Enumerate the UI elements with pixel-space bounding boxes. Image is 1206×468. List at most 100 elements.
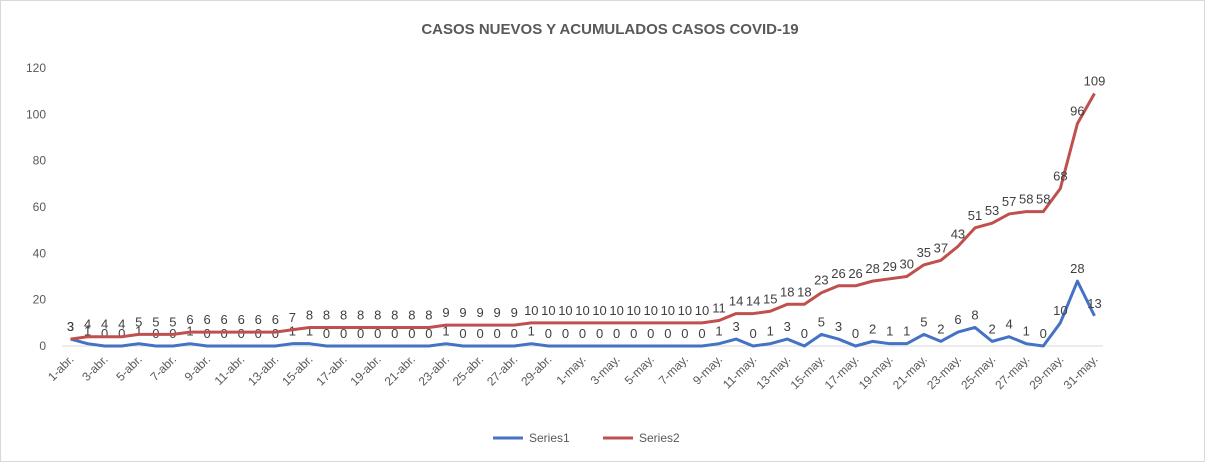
data-label: 29	[882, 259, 896, 274]
data-label: 9	[511, 305, 518, 320]
data-label: 30	[900, 257, 914, 272]
data-label: 14	[729, 294, 743, 309]
data-label: 8	[323, 307, 330, 322]
y-tick-label: 100	[26, 107, 46, 121]
data-label: 1	[442, 324, 449, 339]
data-label: 18	[780, 284, 794, 299]
data-label: 10	[661, 303, 675, 318]
data-label: 58	[1019, 192, 1033, 207]
data-label: 0	[579, 326, 586, 341]
data-label: 8	[340, 307, 347, 322]
data-label: 8	[357, 307, 364, 322]
data-label: 8	[374, 307, 381, 322]
data-label: 5	[135, 314, 142, 329]
data-label: 2	[869, 321, 876, 336]
data-label: 26	[831, 266, 845, 281]
data-label: 10	[678, 303, 692, 318]
data-label: 0	[374, 326, 381, 341]
data-label: 3	[67, 319, 74, 334]
data-label: 26	[848, 266, 862, 281]
data-label: 1	[715, 324, 722, 339]
data-label: 8	[306, 307, 313, 322]
data-label: 0	[494, 326, 501, 341]
data-label: 8	[971, 307, 978, 322]
data-label: 6	[238, 312, 245, 327]
data-label: 0	[101, 326, 108, 341]
data-label: 4	[118, 317, 125, 332]
data-label: 9	[476, 305, 483, 320]
data-label: 53	[985, 203, 999, 218]
data-label: 2	[937, 321, 944, 336]
data-label: 8	[391, 307, 398, 322]
data-label: 10	[524, 303, 538, 318]
data-label: 10	[541, 303, 555, 318]
data-label: 3	[67, 319, 74, 334]
data-label: 0	[801, 326, 808, 341]
data-label: 3	[732, 319, 739, 334]
data-label: 10	[558, 303, 572, 318]
data-label: 5	[920, 314, 927, 329]
data-label: 0	[408, 326, 415, 341]
data-label: 51	[968, 208, 982, 223]
data-label: 0	[647, 326, 654, 341]
data-label: 1	[135, 324, 142, 339]
y-tick-label: 40	[33, 246, 47, 260]
data-label: 9	[459, 305, 466, 320]
data-label: 0	[357, 326, 364, 341]
data-label: 0	[630, 326, 637, 341]
data-label: 1	[306, 324, 313, 339]
data-label: 9	[442, 305, 449, 320]
data-label: 18	[797, 284, 811, 299]
data-label: 8	[408, 307, 415, 322]
data-label: 0	[698, 326, 705, 341]
data-label: 7	[289, 310, 296, 325]
data-label: 10	[575, 303, 589, 318]
data-label: 11	[712, 301, 726, 316]
data-label: 0	[340, 326, 347, 341]
data-label: 6	[186, 312, 193, 327]
data-label: 6	[203, 312, 210, 327]
data-label: 28	[865, 261, 879, 276]
data-label: 1	[767, 324, 774, 339]
data-label: 35	[917, 245, 931, 260]
data-label: 0	[476, 326, 483, 341]
legend-label: Series1	[529, 431, 570, 445]
data-label: 3	[784, 319, 791, 334]
y-tick-label: 120	[26, 61, 46, 75]
data-label: 0	[750, 326, 757, 341]
data-label: 0	[323, 326, 330, 341]
data-label: 9	[494, 305, 501, 320]
y-tick-label: 0	[39, 339, 46, 353]
data-label: 10	[1053, 303, 1067, 318]
data-label: 10	[644, 303, 658, 318]
data-label: 10	[695, 303, 709, 318]
data-label: 0	[613, 326, 620, 341]
data-label: 1	[886, 324, 893, 339]
data-label: 3	[835, 319, 842, 334]
data-label: 1	[1023, 324, 1030, 339]
data-label: 0	[596, 326, 603, 341]
data-label: 57	[1002, 194, 1016, 209]
data-label: 37	[934, 240, 948, 255]
data-label: 0	[511, 326, 518, 341]
series-line	[70, 92, 1096, 341]
data-label: 0	[545, 326, 552, 341]
data-label: 1	[528, 324, 535, 339]
data-label: 0	[562, 326, 569, 341]
data-label: 10	[592, 303, 606, 318]
data-label: 15	[763, 291, 777, 306]
data-label: 0	[852, 326, 859, 341]
data-label: 23	[814, 273, 828, 288]
data-label: 0	[1040, 326, 1047, 341]
data-label: 2	[988, 321, 995, 336]
data-label: 14	[746, 294, 760, 309]
data-label: 5	[169, 314, 176, 329]
data-label: 28	[1070, 261, 1084, 276]
data-label: 43	[951, 226, 965, 241]
data-label: 6	[255, 312, 262, 327]
data-label: 13	[1087, 296, 1101, 311]
data-label: 6	[954, 312, 961, 327]
data-label: 4	[101, 317, 108, 332]
